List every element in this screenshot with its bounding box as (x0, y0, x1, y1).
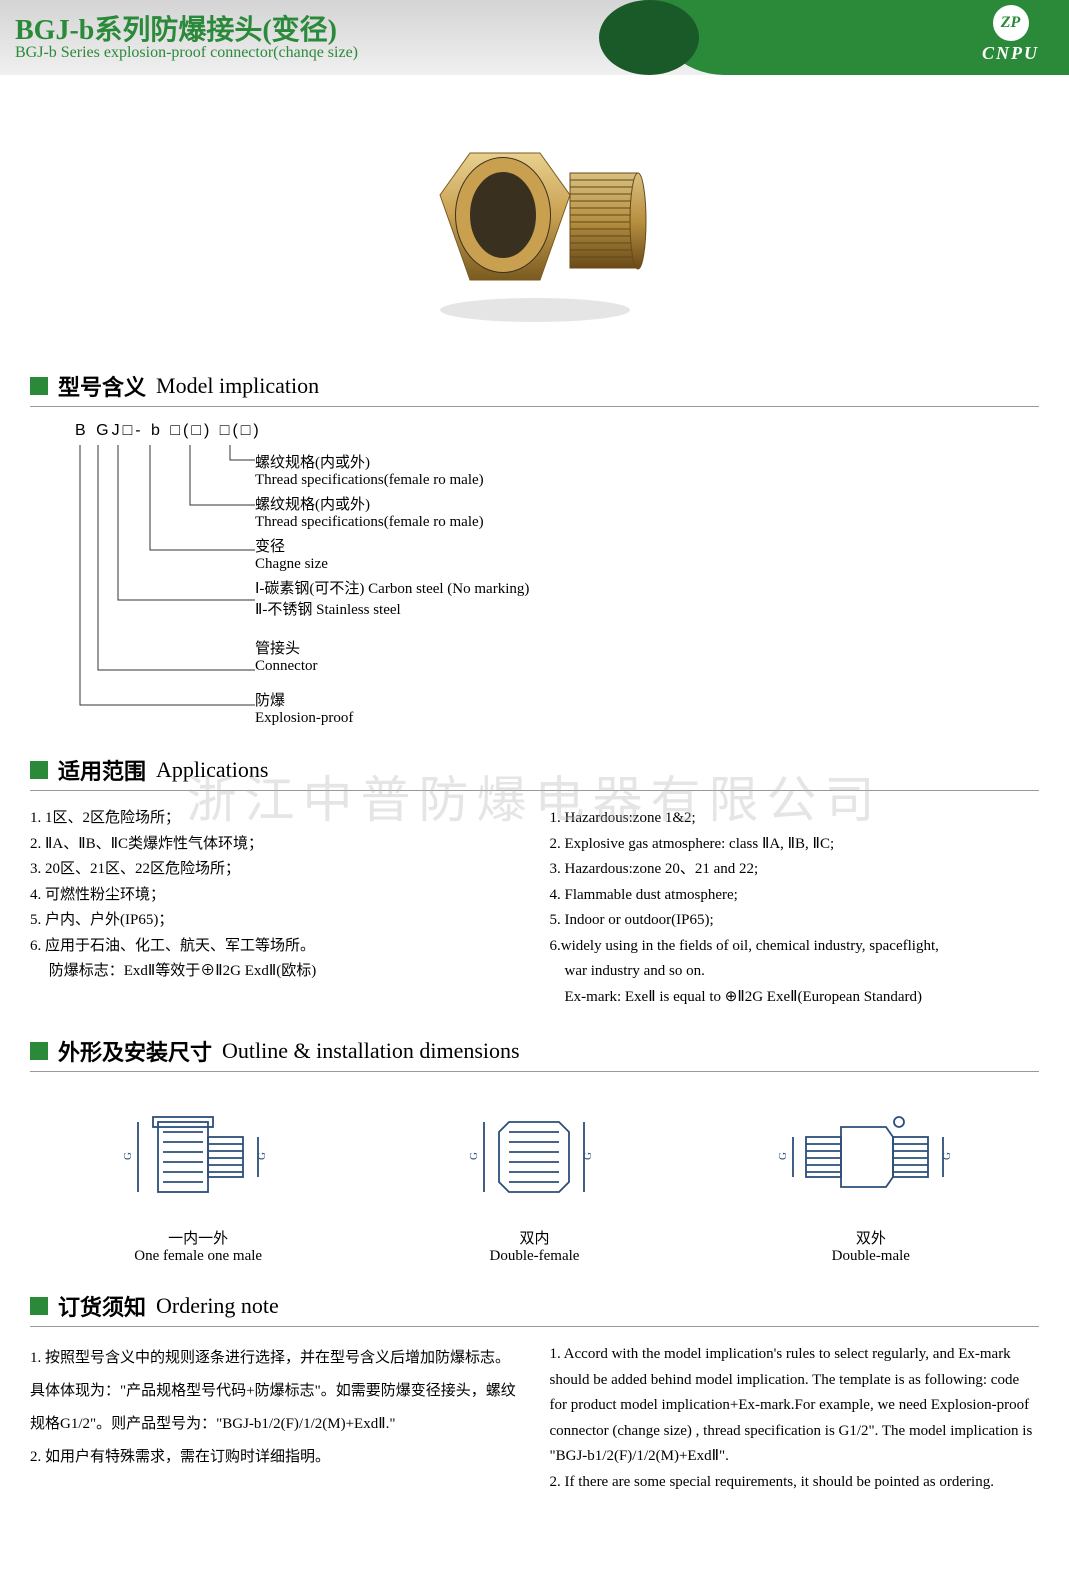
dim-caption-1-en: Double-female (366, 1248, 702, 1265)
section-dims-header: 外形及安装尺寸 Outline & installation dimension… (30, 1035, 1039, 1072)
model-label-5-cn: 防爆 (255, 689, 1039, 710)
dim-caption-1-cn: 双内 (366, 1227, 702, 1248)
dim-caption-0-en: One female one male (30, 1248, 366, 1265)
ordering-en-list: 1. Accord with the model implication's r… (550, 1342, 1040, 1495)
app-cn-item: 3. 20区、21区、22区危险场所； (30, 857, 520, 883)
svg-text:G: G (941, 1152, 953, 1160)
header-title-en: BGJ-b Series explosion-proof connector(c… (15, 44, 358, 62)
section-order-cn: 订货须知 (58, 1290, 146, 1322)
app-cn-item: 2. ⅡA、ⅡB、ⅡC类爆炸性气体环境； (30, 832, 520, 858)
logo-mark: ZP (993, 5, 1029, 41)
section-model-cn: 型号含义 (58, 370, 146, 402)
model-label-1-en: Thread specifications(female ro male) (255, 514, 1039, 531)
page-header: BGJ-b系列防爆接头(变径) BGJ-b Series explosion-p… (0, 0, 1069, 75)
section-order-en: Ordering note (156, 1293, 279, 1319)
model-connector-lines (30, 445, 255, 725)
dimensions-row: G G 一内一外 One female one male G G 双内 Doub… (30, 1102, 1039, 1265)
section-apps-cn: 适用范围 (58, 754, 146, 786)
model-label-2-cn: 变径 (255, 535, 1039, 556)
app-en-item: 2. Explosive gas atmosphere: class ⅡA, Ⅱ… (550, 832, 1040, 858)
section-order-header: 订货须知 Ordering note (30, 1290, 1039, 1327)
app-en-item: 6.widely using in the fields of oil, che… (550, 934, 1040, 960)
model-breakdown-diagram: 螺纹规格(内或外)Thread specifications(female ro… (30, 445, 1039, 729)
dim-double-male: G G 双外 Double-male (703, 1102, 1039, 1265)
header-green-curve: ZP CNPU (649, 0, 1069, 75)
applications-en-list: 1. Hazardous:zone 1&2; 2. Explosive gas … (550, 806, 1040, 1010)
bullet-square-icon (30, 761, 48, 779)
model-labels-column: 螺纹规格(内或外)Thread specifications(female ro… (255, 445, 1039, 729)
svg-text:G: G (468, 1152, 480, 1160)
product-photo (30, 125, 1039, 330)
app-en-item: 5. Indoor or outdoor(IP65); (550, 908, 1040, 934)
section-dims-en: Outline & installation dimensions (222, 1038, 520, 1064)
section-dims-cn: 外形及安装尺寸 (58, 1035, 212, 1067)
app-en-item: 3. Hazardous:zone 20、21 and 22; (550, 857, 1040, 883)
ordering-columns: 1. 按照型号含义中的规则逐条进行选择，并在型号含义后增加防爆标志。具体体现为：… (30, 1342, 1039, 1495)
dim-caption-2-en: Double-male (703, 1248, 1039, 1265)
dim-caption-2-cn: 双外 (703, 1227, 1039, 1248)
section-apps-en: Applications (156, 757, 268, 783)
section-apps-header: 适用范围 Applications (30, 754, 1039, 791)
app-cn-item: 1. 1区、2区危险场所； (30, 806, 520, 832)
header-title-cn: BGJ-b系列防爆接头(变径) (15, 8, 337, 48)
model-label-3-cn: Ⅰ-碳素钢(可不注) Carbon steel (No marking) (255, 577, 1039, 598)
dim-female-male: G G 一内一外 One female one male (30, 1102, 366, 1265)
section-model-header: 型号含义 Model implication (30, 370, 1039, 407)
applications-columns: 1. 1区、2区危险场所； 2. ⅡA、ⅡB、ⅡC类爆炸性气体环境； 3. 20… (30, 806, 1039, 1010)
app-cn-item: 6. 应用于石油、化工、航天、军工等场所。 (30, 934, 520, 960)
order-cn-item: 1. 按照型号含义中的规则逐条进行选择，并在型号含义后增加防爆标志。具体体现为：… (30, 1342, 520, 1441)
model-label-4-cn: 管接头 (255, 637, 1039, 658)
model-code-pattern: B GJ□- b □(□) □(□) (75, 422, 1039, 440)
model-label-5-en: Explosion-proof (255, 710, 1039, 727)
section-model-en: Model implication (156, 373, 319, 399)
content-area: 型号含义 Model implication B GJ□- b □(□) □(□… (0, 75, 1069, 1515)
svg-text:G: G (777, 1152, 789, 1160)
bullet-square-icon (30, 377, 48, 395)
order-en-item: 2. If there are some special requirement… (550, 1470, 1040, 1496)
svg-text:G: G (256, 1152, 268, 1160)
applications-cn-list: 1. 1区、2区危险场所； 2. ⅡA、ⅡB、ⅡC类爆炸性气体环境； 3. 20… (30, 806, 520, 1010)
logo-text: CNPU (982, 43, 1039, 64)
svg-text:G: G (122, 1152, 134, 1160)
brand-logo: ZP CNPU (982, 5, 1039, 64)
model-label-1-cn: 螺纹规格(内或外) (255, 493, 1039, 514)
dim-caption-0-cn: 一内一外 (30, 1227, 366, 1248)
app-en-item: Ex-mark: ExeⅡ is equal to ⊕Ⅱ2G ExeⅡ(Euro… (550, 985, 1040, 1011)
order-cn-item: 2. 如用户有特殊需求，需在订购时详细指明。 (30, 1441, 520, 1474)
bullet-square-icon (30, 1042, 48, 1060)
model-label-2-en: Chagne size (255, 556, 1039, 573)
svg-text:G: G (582, 1152, 594, 1160)
ordering-cn-list: 1. 按照型号含义中的规则逐条进行选择，并在型号含义后增加防爆标志。具体体现为：… (30, 1342, 520, 1495)
dim-double-female: G G 双内 Double-female (366, 1102, 702, 1265)
app-en-item: war industry and so on. (550, 959, 1040, 985)
model-label-0-cn: 螺纹规格(内或外) (255, 451, 1039, 472)
connector-illustration (415, 125, 655, 325)
app-cn-item: 防爆标志：ExdⅡ等效于⊕Ⅱ2G ExdⅡ(欧标) (30, 959, 520, 985)
model-label-0-en: Thread specifications(female ro male) (255, 472, 1039, 489)
model-label-3-en: Ⅱ-不锈钢 Stainless steel (255, 598, 1039, 619)
order-en-item: 1. Accord with the model implication's r… (550, 1342, 1040, 1470)
app-cn-item: 4. 可燃性粉尘环境； (30, 883, 520, 909)
model-label-4-en: Connector (255, 658, 1039, 675)
app-en-item: 1. Hazardous:zone 1&2; (550, 806, 1040, 832)
app-en-item: 4. Flammable dust atmosphere; (550, 883, 1040, 909)
bullet-square-icon (30, 1297, 48, 1315)
app-cn-item: 5. 户内、户外(IP65)； (30, 908, 520, 934)
